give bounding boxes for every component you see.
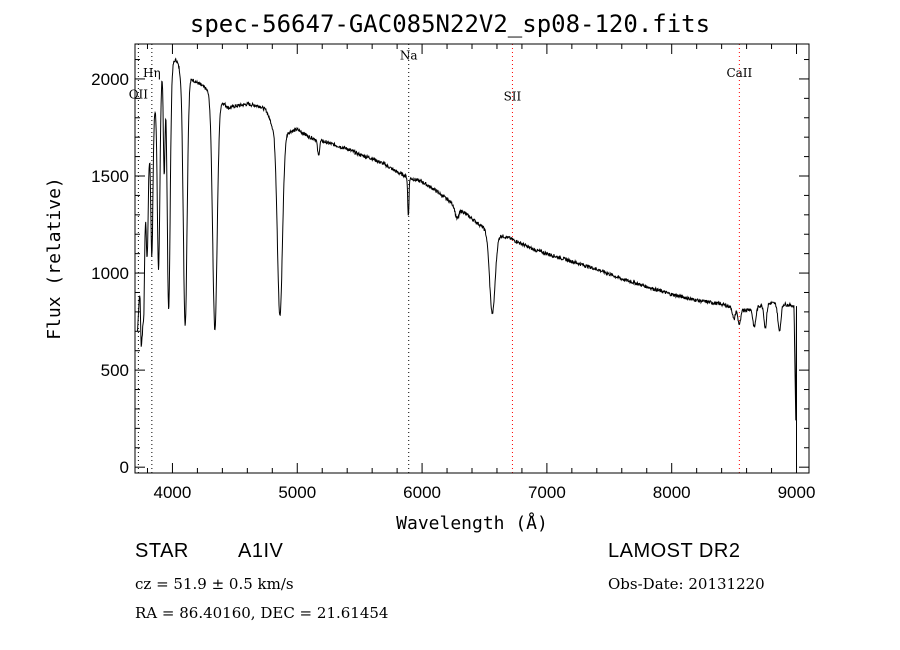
y-tick-label: 500 (101, 361, 129, 380)
line-marker-label: OII (129, 87, 149, 101)
x-axis-label: Wavelength (Å) (396, 512, 548, 534)
redshift-velocity: cz = 51.9 ± 0.5 km/s (135, 575, 294, 593)
spectrum-line (137, 57, 797, 468)
coordinates: RA = 86.40160, DEC = 21.61454 (135, 604, 389, 622)
object-subclass: A1IV (238, 540, 284, 562)
line-marker-label: Hη (143, 66, 161, 80)
x-tick-label: 8000 (653, 483, 691, 502)
x-tick-label: 7000 (528, 483, 566, 502)
line-marker-label: CaII (726, 66, 752, 80)
y-tick-label: 1500 (91, 167, 129, 186)
x-tick-label: 4000 (154, 483, 192, 502)
line-markers: OII Hη Na SII CaII (129, 44, 753, 473)
observation-date: Obs-Date: 20131220 (608, 575, 765, 593)
y-axis-label: Flux (relative) (44, 177, 65, 340)
survey-name: LAMOST DR2 (608, 540, 741, 562)
x-tick-label: 5000 (278, 483, 316, 502)
x-tick-label: 9000 (778, 483, 816, 502)
object-class: STAR (135, 540, 189, 562)
y-tick-label: 1000 (91, 264, 129, 283)
y-tick-label: 0 (120, 458, 129, 477)
plot-frame (134, 43, 810, 474)
x-tick-label: 6000 (403, 483, 441, 502)
y-tick-label: 2000 (91, 70, 129, 89)
axis-ticks: 4000 5000 6000 7000 8000 9000 0 500 1000 1500 2000 (91, 44, 815, 502)
line-marker-label: Na (400, 49, 418, 63)
chart-title: spec-56647-GAC085N22V2_sp08-120.fits (189, 10, 711, 38)
line-marker-label: SII (504, 89, 522, 103)
